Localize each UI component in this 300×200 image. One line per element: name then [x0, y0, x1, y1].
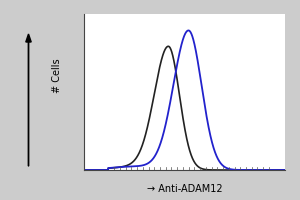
Text: → Anti-ADAM12: → Anti-ADAM12: [147, 184, 222, 194]
Text: # Cells: # Cells: [52, 59, 62, 93]
